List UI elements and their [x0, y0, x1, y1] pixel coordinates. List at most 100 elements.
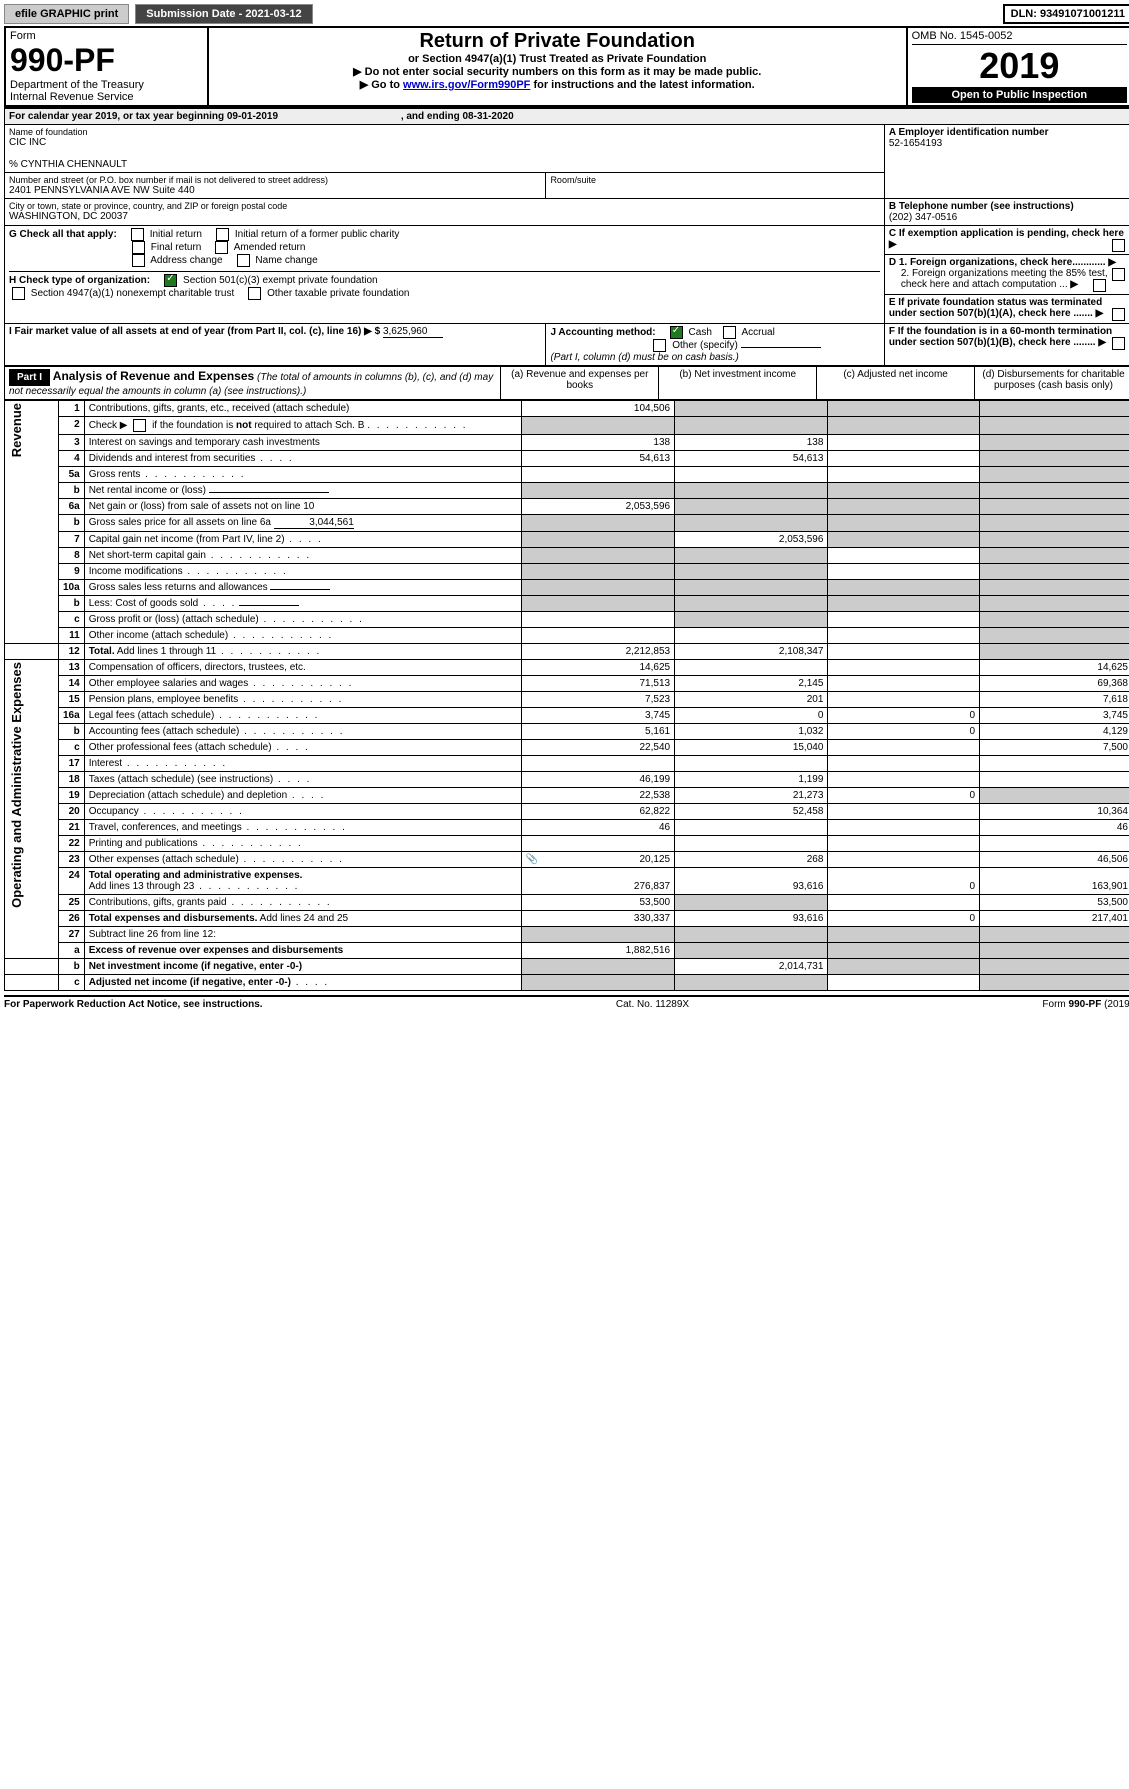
line-desc: Taxes (attach schedule) (see instruction… — [89, 774, 274, 785]
line-num: c — [59, 612, 85, 628]
line-desc: Net investment income (if negative, ente… — [89, 961, 302, 972]
checkbox-other-taxable[interactable] — [248, 287, 261, 300]
checkbox-foreign-org[interactable] — [1112, 268, 1125, 281]
j-cash: Cash — [689, 327, 712, 338]
part1-title: Analysis of Revenue and Expenses — [53, 369, 254, 383]
line-b: 138 — [675, 435, 828, 451]
line-d: 69,368 — [980, 676, 1129, 692]
checkbox-sch-b[interactable] — [133, 419, 146, 432]
line-desc: Other employee salaries and wages — [89, 678, 249, 689]
line-b: 268 — [675, 852, 828, 868]
line-a: 104,506 — [521, 401, 674, 417]
line-desc: Net short-term capital gain — [89, 550, 206, 561]
part1-header-table: Part I Analysis of Revenue and Expenses … — [4, 366, 1129, 400]
line-b: 54,613 — [675, 451, 828, 467]
city-label: City or town, state or province, country… — [9, 201, 880, 211]
line-d: 217,401 — [980, 911, 1129, 927]
line-desc: Dividends and interest from securities — [89, 453, 256, 464]
line-desc: Pension plans, employee benefits — [89, 694, 239, 705]
checkbox-status-terminated[interactable] — [1112, 308, 1125, 321]
checkbox-cash[interactable] — [670, 326, 683, 339]
footer-form: Form 990-PF (2019) — [1042, 999, 1129, 1010]
line-num: 2 — [59, 417, 85, 435]
street-address: 2401 PENNSYLVANIA AVE NW Suite 440 — [9, 185, 541, 196]
dln-label: DLN: 93491071001211 — [1003, 4, 1129, 24]
checkbox-60month[interactable] — [1112, 337, 1125, 350]
footer-left: For Paperwork Reduction Act Notice, see … — [4, 999, 263, 1010]
d1-label: D 1. Foreign organizations, check here..… — [889, 257, 1106, 268]
efile-button[interactable]: efile GRAPHIC print — [4, 4, 129, 24]
checkbox-501c3[interactable] — [164, 274, 177, 287]
line-num: b — [59, 959, 85, 975]
form-header: Form 990-PF Department of the Treasury I… — [4, 26, 1129, 107]
line-desc: Compensation of officers, directors, tru… — [84, 660, 521, 676]
line-a: 330,337 — [521, 911, 674, 927]
line-desc: Gross sales less returns and allowances — [89, 582, 268, 593]
checkbox-final-return[interactable] — [132, 241, 145, 254]
checkbox-other-method[interactable] — [653, 339, 666, 352]
info-block: For calendar year 2019, or tax year begi… — [4, 107, 1129, 366]
line-num: 1 — [59, 401, 85, 417]
checkbox-exemption-pending[interactable] — [1112, 239, 1125, 252]
line-b: 21,273 — [675, 788, 828, 804]
line-c: 0 — [828, 724, 980, 740]
g-addr: Address change — [150, 255, 222, 266]
line-num: b — [59, 596, 85, 612]
j-other: Other (specify) — [672, 340, 738, 351]
checkbox-name-change[interactable] — [237, 254, 250, 267]
line-b: 2,053,596 — [675, 532, 828, 548]
j-label: J Accounting method: — [550, 327, 655, 338]
line-a: 1,882,516 — [521, 943, 674, 959]
line-d: 7,618 — [980, 692, 1129, 708]
line-desc: Less: Cost of goods sold — [89, 598, 199, 609]
line-b: 93,616 — [675, 911, 828, 927]
line-num: 22 — [59, 836, 85, 852]
foundation-name: CIC INC — [9, 137, 880, 148]
open-public-badge: Open to Public Inspection — [912, 87, 1127, 103]
checkbox-initial-former[interactable] — [216, 228, 229, 241]
top-bar: efile GRAPHIC print Submission Date - 20… — [4, 4, 1129, 24]
line-b: 0 — [675, 708, 828, 724]
line-b: 93,616 — [675, 868, 828, 895]
submission-date-button[interactable]: Submission Date - 2021-03-12 — [135, 4, 312, 24]
line-a: 2,212,853 — [521, 644, 674, 660]
i-fmv-value: 3,625,960 — [383, 326, 443, 338]
line-num: 10a — [59, 580, 85, 596]
line-num: 3 — [59, 435, 85, 451]
line-num: 16a — [59, 708, 85, 724]
g-final: Final return — [151, 242, 202, 253]
line-d: 46 — [980, 820, 1129, 836]
g-initial-former: Initial return of a former public charit… — [235, 229, 400, 240]
line-num: 21 — [59, 820, 85, 836]
line-6b-inline: 3,044,561 — [274, 517, 354, 529]
col-c-header: (c) Adjusted net income — [817, 367, 975, 400]
line-desc: Travel, conferences, and meetings — [89, 822, 242, 833]
line-desc: Interest — [89, 758, 122, 769]
c-label: C If exemption application is pending, c… — [889, 228, 1124, 239]
attachment-icon[interactable]: 📎 — [526, 854, 538, 865]
line-desc: Net rental income or (loss) — [89, 485, 206, 496]
line-a: 46,199 — [521, 772, 674, 788]
note-goto-post: for instructions and the latest informat… — [533, 79, 754, 91]
line-d: 7,500 — [980, 740, 1129, 756]
form990pf-link[interactable]: www.irs.gov/Form990PF — [403, 79, 530, 91]
cell-shaded — [828, 401, 980, 417]
line-num: 8 — [59, 548, 85, 564]
line-num: 12 — [59, 644, 85, 660]
line-b: 2,014,731 — [675, 959, 828, 975]
part1-table: Revenue 1 Contributions, gifts, grants, … — [4, 400, 1129, 991]
checkbox-4947[interactable] — [12, 287, 25, 300]
checkbox-accrual[interactable] — [723, 326, 736, 339]
checkbox-amended[interactable] — [215, 241, 228, 254]
line-d: 163,901 — [980, 868, 1129, 895]
line-c: 0 — [828, 868, 980, 895]
checkbox-foreign-85[interactable] — [1093, 279, 1106, 292]
line-b: 201 — [675, 692, 828, 708]
checkbox-address-change[interactable] — [132, 254, 145, 267]
checkbox-initial-return[interactable] — [131, 228, 144, 241]
line-num: 18 — [59, 772, 85, 788]
revenue-side-label: Revenue — [9, 403, 24, 457]
line-b: 52,458 — [675, 804, 828, 820]
line-desc: Net gain or (loss) from sale of assets n… — [84, 499, 521, 515]
g-name: Name change — [255, 255, 317, 266]
